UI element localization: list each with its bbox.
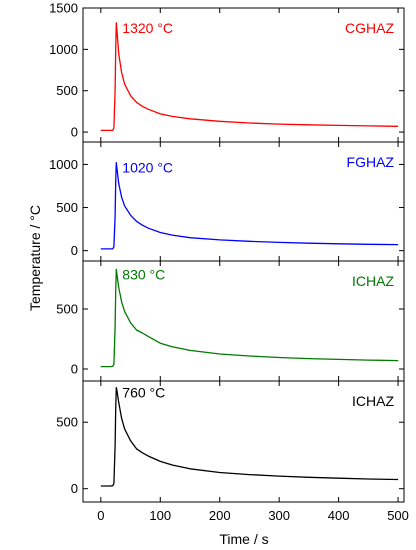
panel-4: 0 500 760 °C ICHAZ: [56, 380, 405, 503]
zone-label: ICHAZ: [352, 273, 394, 289]
zone-label: CGHAZ: [345, 20, 394, 36]
y-tick-label: 1000: [49, 42, 78, 57]
peak-label: 760 °C: [122, 385, 165, 401]
peak-label: 830 °C: [122, 266, 165, 282]
panel-frame: [82, 380, 405, 503]
y-tick-label: 0: [71, 125, 78, 140]
x-tick-label: 0: [97, 508, 104, 523]
y-axis-label: Temperature / °C: [27, 205, 43, 311]
y-tick-label: 0: [71, 243, 78, 258]
y-tick-label: 1500: [49, 1, 78, 16]
panel-3: 0 500 830 °C ICHAZ: [56, 260, 405, 382]
series-line: [100, 22, 399, 132]
peak-label: 1020 °C: [122, 160, 173, 176]
x-tick-label: 500: [387, 508, 409, 523]
y-tick-label: 500: [56, 302, 78, 317]
y-tick-label: 500: [56, 200, 78, 215]
series-line: [100, 386, 399, 487]
x-tick-label: 300: [268, 508, 290, 523]
peak-label: 1320 °C: [122, 20, 173, 36]
series-line: [100, 162, 399, 250]
panel-2: 0 500 1000 1020 °C FGHAZ: [49, 141, 405, 262]
y-tick-label: 0: [71, 481, 78, 496]
chart-panels: 0 500 1000 1500 1320 °C CGHAZ 0 500 1000 1020 °C F…: [49, 1, 405, 503]
x-axis-label: Time / s: [219, 531, 268, 547]
zone-label: ICHAZ: [352, 393, 394, 409]
x-tick-label: 200: [209, 508, 231, 523]
y-tick-label: 0: [71, 362, 78, 377]
y-tick-label: 500: [56, 415, 78, 430]
series-line: [100, 268, 399, 368]
zone-label: FGHAZ: [347, 154, 395, 170]
x-axis: 0 100 200 300 400 500: [97, 508, 409, 523]
x-tick-label: 100: [149, 508, 171, 523]
y-tick-label: 500: [56, 83, 78, 98]
y-tick-label: 1000: [49, 157, 78, 172]
x-tick-label: 400: [328, 508, 350, 523]
panel-1: 0 500 1000 1500 1320 °C CGHAZ: [49, 1, 405, 143]
